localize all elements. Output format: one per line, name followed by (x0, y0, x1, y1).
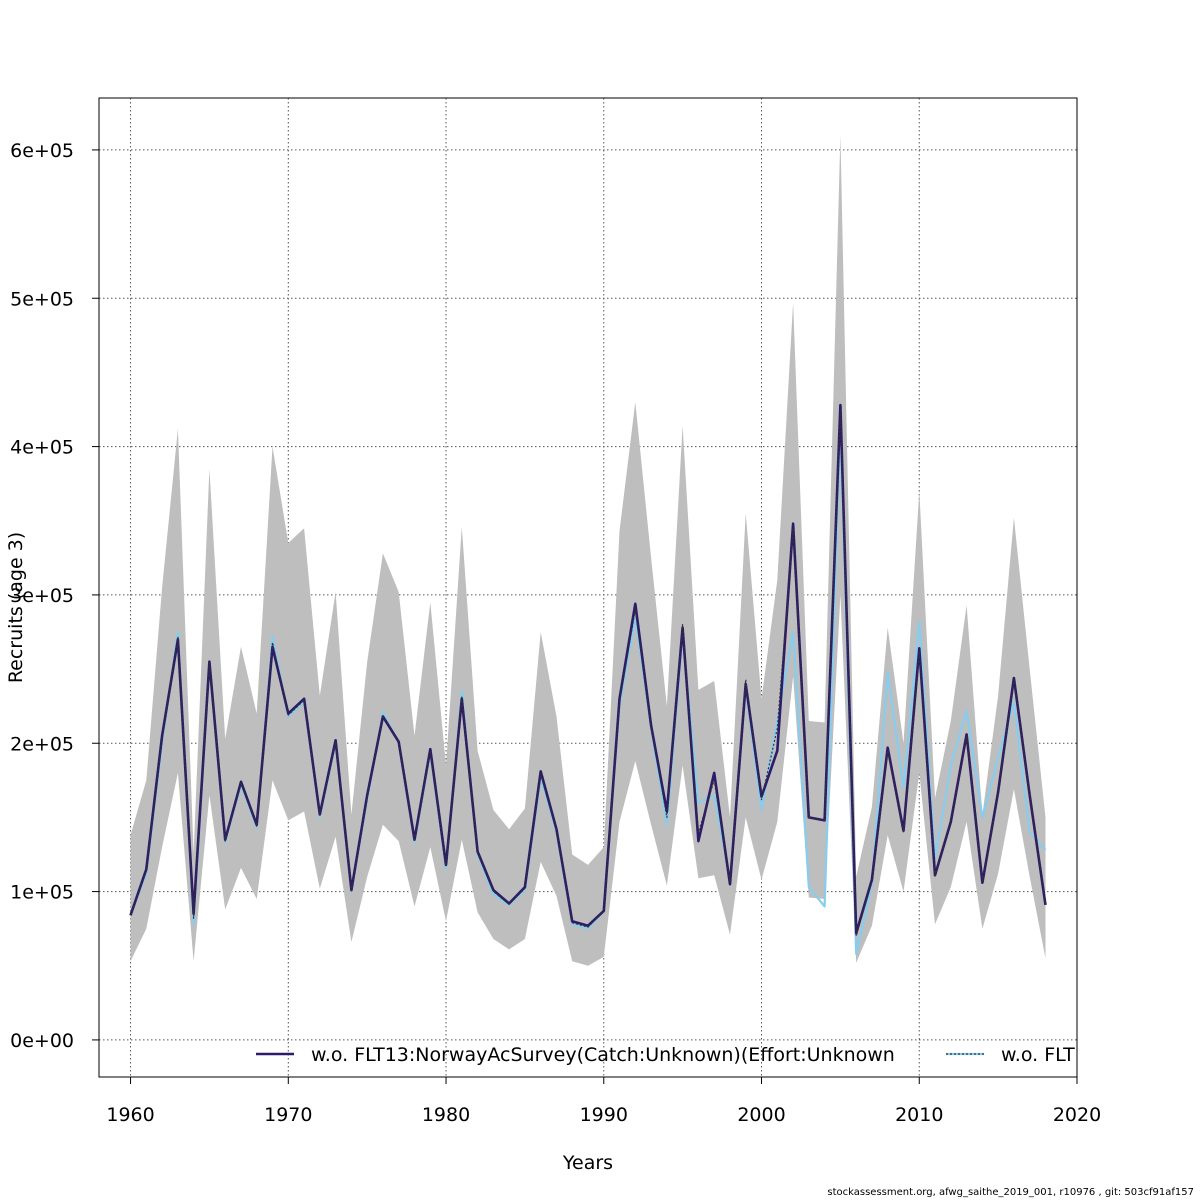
legend-label-2: w.o. FLT (1001, 1044, 1075, 1066)
y-axis-label: Recruits (age 3) (5, 532, 27, 683)
y-tick-label: 2e+05 (10, 733, 74, 755)
footer-caption: stockassessment.org, afwg_saithe_2019_00… (827, 1187, 1194, 1198)
y-tick-label: 5e+05 (10, 288, 74, 310)
x-axis: 1960 1970 1980 1990 2000 2010 2020 (106, 1076, 1101, 1126)
x-tick-label: 2010 (895, 1104, 943, 1126)
y-tick-label: 0e+00 (10, 1030, 74, 1052)
x-tick-label: 2000 (737, 1104, 785, 1126)
x-axis-label: Years (562, 1152, 613, 1174)
series-line-3 (129, 408, 1047, 937)
x-tick-label: 1990 (580, 1104, 628, 1126)
x-tick-label: 1970 (264, 1104, 312, 1126)
x-tick-label: 2020 (1053, 1104, 1101, 1126)
y-tick-label: 4e+05 (10, 437, 74, 459)
series-layer (129, 403, 1047, 955)
y-tick-label: 1e+05 (10, 882, 74, 904)
confidence-band (130, 135, 1046, 966)
confidence-band-layer (130, 135, 1046, 966)
x-tick-label: 1960 (106, 1104, 154, 1126)
y-tick-label: 6e+05 (10, 140, 74, 162)
y-tick-label: 3e+05 (10, 585, 74, 607)
legend: w.o. FLT13:NorwayAcSurvey(Catch:Unknown)… (256, 1044, 1075, 1066)
y-axis: 0e+00 1e+05 2e+05 3e+05 4e+05 5e+05 6e+05 (10, 140, 100, 1052)
x-tick-label: 1980 (422, 1104, 470, 1126)
legend-label-1: w.o. FLT13:NorwayAcSurvey(Catch:Unknown)… (311, 1044, 895, 1066)
